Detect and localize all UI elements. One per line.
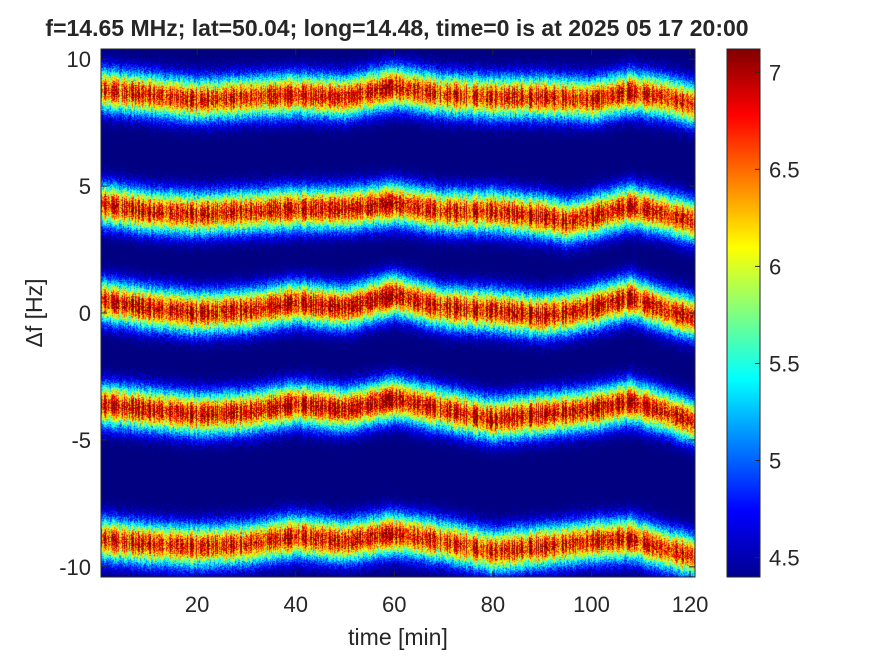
y-tick-label: -5 [71, 428, 91, 453]
colorbar-tick-label: 4.5 [769, 546, 800, 571]
x-tick-label: 100 [573, 592, 610, 617]
heatmap-image-holder [101, 49, 695, 577]
colorbar-tick-label: 7 [769, 60, 781, 85]
x-tick-label: 40 [283, 592, 307, 617]
x-axis: 20 40 60 80 100 120 [185, 49, 709, 617]
colorbar-tick-label: 5 [769, 449, 781, 474]
colorbar-tick-label: 6.5 [769, 157, 800, 182]
y-axis-label: Δf [Hz] [21, 278, 47, 347]
y-tick-label: 5 [79, 174, 91, 199]
chart-title-wrap: f=14.65 MHz; lat=50.04; long=14.48, time… [0, 15, 875, 45]
x-tick-label: 60 [382, 592, 406, 617]
colorbar-tick-label: 6 [769, 254, 781, 279]
y-tick-label: 10 [67, 47, 91, 72]
colorbar-axis: 4.5 5 5.5 6 6.5 7 [755, 60, 800, 571]
y-tick-label: -10 [59, 555, 91, 580]
chart-title: f=14.65 MHz; lat=50.04; long=14.48, time… [45, 15, 749, 41]
x-tick-label: 120 [672, 592, 709, 617]
colorbar-tick-label: 5.5 [769, 351, 800, 376]
y-axis: -10 -5 0 5 10 [59, 47, 695, 580]
y-tick-label: 0 [79, 301, 91, 326]
colorbar [726, 48, 761, 578]
heatmap-image [101, 49, 695, 577]
x-axis-label: time [min] [348, 624, 448, 650]
x-tick-label: 20 [185, 592, 209, 617]
x-tick-label: 80 [481, 592, 505, 617]
